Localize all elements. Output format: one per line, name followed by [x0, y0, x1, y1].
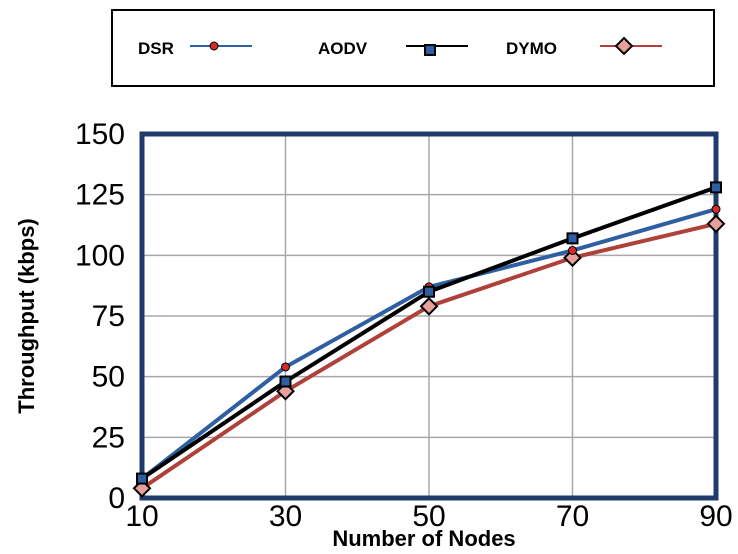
- dsr-point: [209, 41, 219, 51]
- x-tick-label: 50: [412, 500, 445, 533]
- dymo-point: [614, 36, 634, 56]
- aodv-point: [136, 472, 148, 485]
- legend-item-aodv: AODV: [318, 39, 468, 58]
- series-group: [132, 181, 726, 498]
- y-tick-labels: 0 25 50 75 100 125 150: [75, 118, 125, 515]
- aodv-point: [279, 375, 292, 388]
- grid: [141, 133, 717, 499]
- dymo-point: [706, 214, 726, 234]
- x-tick-labels: 10 30 50 70 90: [125, 500, 732, 533]
- x-tick-label: 90: [699, 500, 732, 533]
- dymo-point: [419, 296, 439, 316]
- y-tick-label: 0: [108, 482, 125, 515]
- x-tick-label: 10: [125, 500, 158, 533]
- dymo-point: [563, 248, 582, 268]
- legend: DSR AODV DYMO: [138, 36, 662, 58]
- legend-item-dymo: DYMO: [506, 36, 662, 58]
- legend-label: DYMO: [506, 39, 557, 58]
- aodv-point: [424, 44, 436, 56]
- x-tick-label: 30: [269, 500, 302, 533]
- legend-label: AODV: [318, 39, 368, 58]
- legend-item-dsr: DSR: [138, 39, 252, 58]
- y-tick-label: 50: [92, 361, 125, 394]
- y-axis-label: Throughput (kbps): [14, 218, 39, 414]
- dsr-point: [281, 362, 290, 372]
- y-tick-label: 125: [75, 179, 125, 212]
- dsr-point: [711, 204, 721, 214]
- dsr-point: [568, 245, 577, 255]
- legend-label: DSR: [138, 39, 174, 58]
- y-tick-label: 150: [75, 118, 125, 151]
- y-tick-label: 100: [75, 239, 125, 272]
- plot-area-frame: [139, 131, 719, 501]
- y-tick-label: 75: [92, 300, 125, 333]
- aodv-point: [710, 181, 722, 194]
- x-tick-label: 70: [556, 500, 589, 533]
- aodv-point: [566, 232, 579, 245]
- y-tick-label: 25: [92, 421, 125, 454]
- aodv-point: [423, 285, 435, 298]
- x-axis-label: Number of Nodes: [332, 526, 515, 551]
